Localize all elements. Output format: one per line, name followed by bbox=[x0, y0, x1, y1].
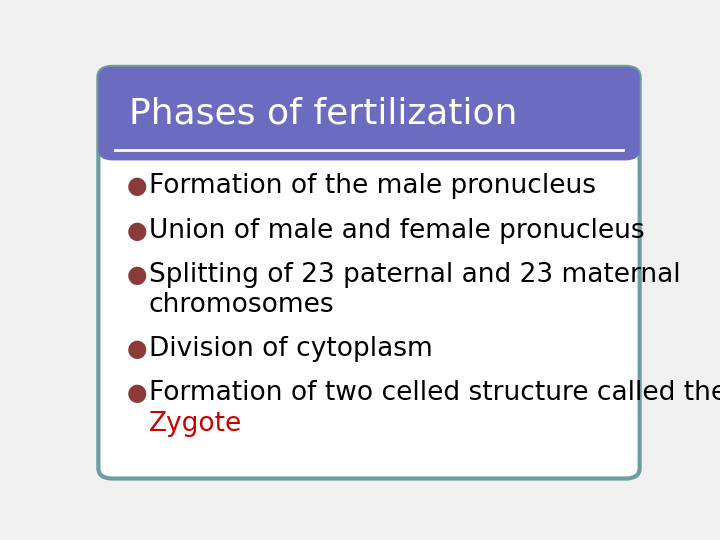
Text: Formation of two celled structure called the: Formation of two celled structure called… bbox=[148, 381, 720, 407]
Text: Splitting of 23 paternal and 23 maternal: Splitting of 23 paternal and 23 maternal bbox=[148, 262, 680, 288]
Text: ●: ● bbox=[126, 338, 147, 361]
Text: Phases of fertilization: Phases of fertilization bbox=[129, 97, 518, 131]
Text: chromosomes: chromosomes bbox=[148, 292, 334, 318]
Bar bbox=[112, 117, 626, 150]
Text: Division of cytoplasm: Division of cytoplasm bbox=[148, 336, 432, 362]
Text: ●: ● bbox=[126, 381, 147, 406]
FancyBboxPatch shape bbox=[99, 67, 639, 478]
Text: Union of male and female pronucleus: Union of male and female pronucleus bbox=[148, 218, 644, 244]
Text: Zygote: Zygote bbox=[148, 410, 242, 437]
Text: ●: ● bbox=[126, 219, 147, 242]
Text: Formation of the male pronucleus: Formation of the male pronucleus bbox=[148, 173, 595, 199]
Text: ●: ● bbox=[126, 263, 147, 287]
Text: ●: ● bbox=[126, 174, 147, 199]
FancyBboxPatch shape bbox=[99, 67, 639, 160]
